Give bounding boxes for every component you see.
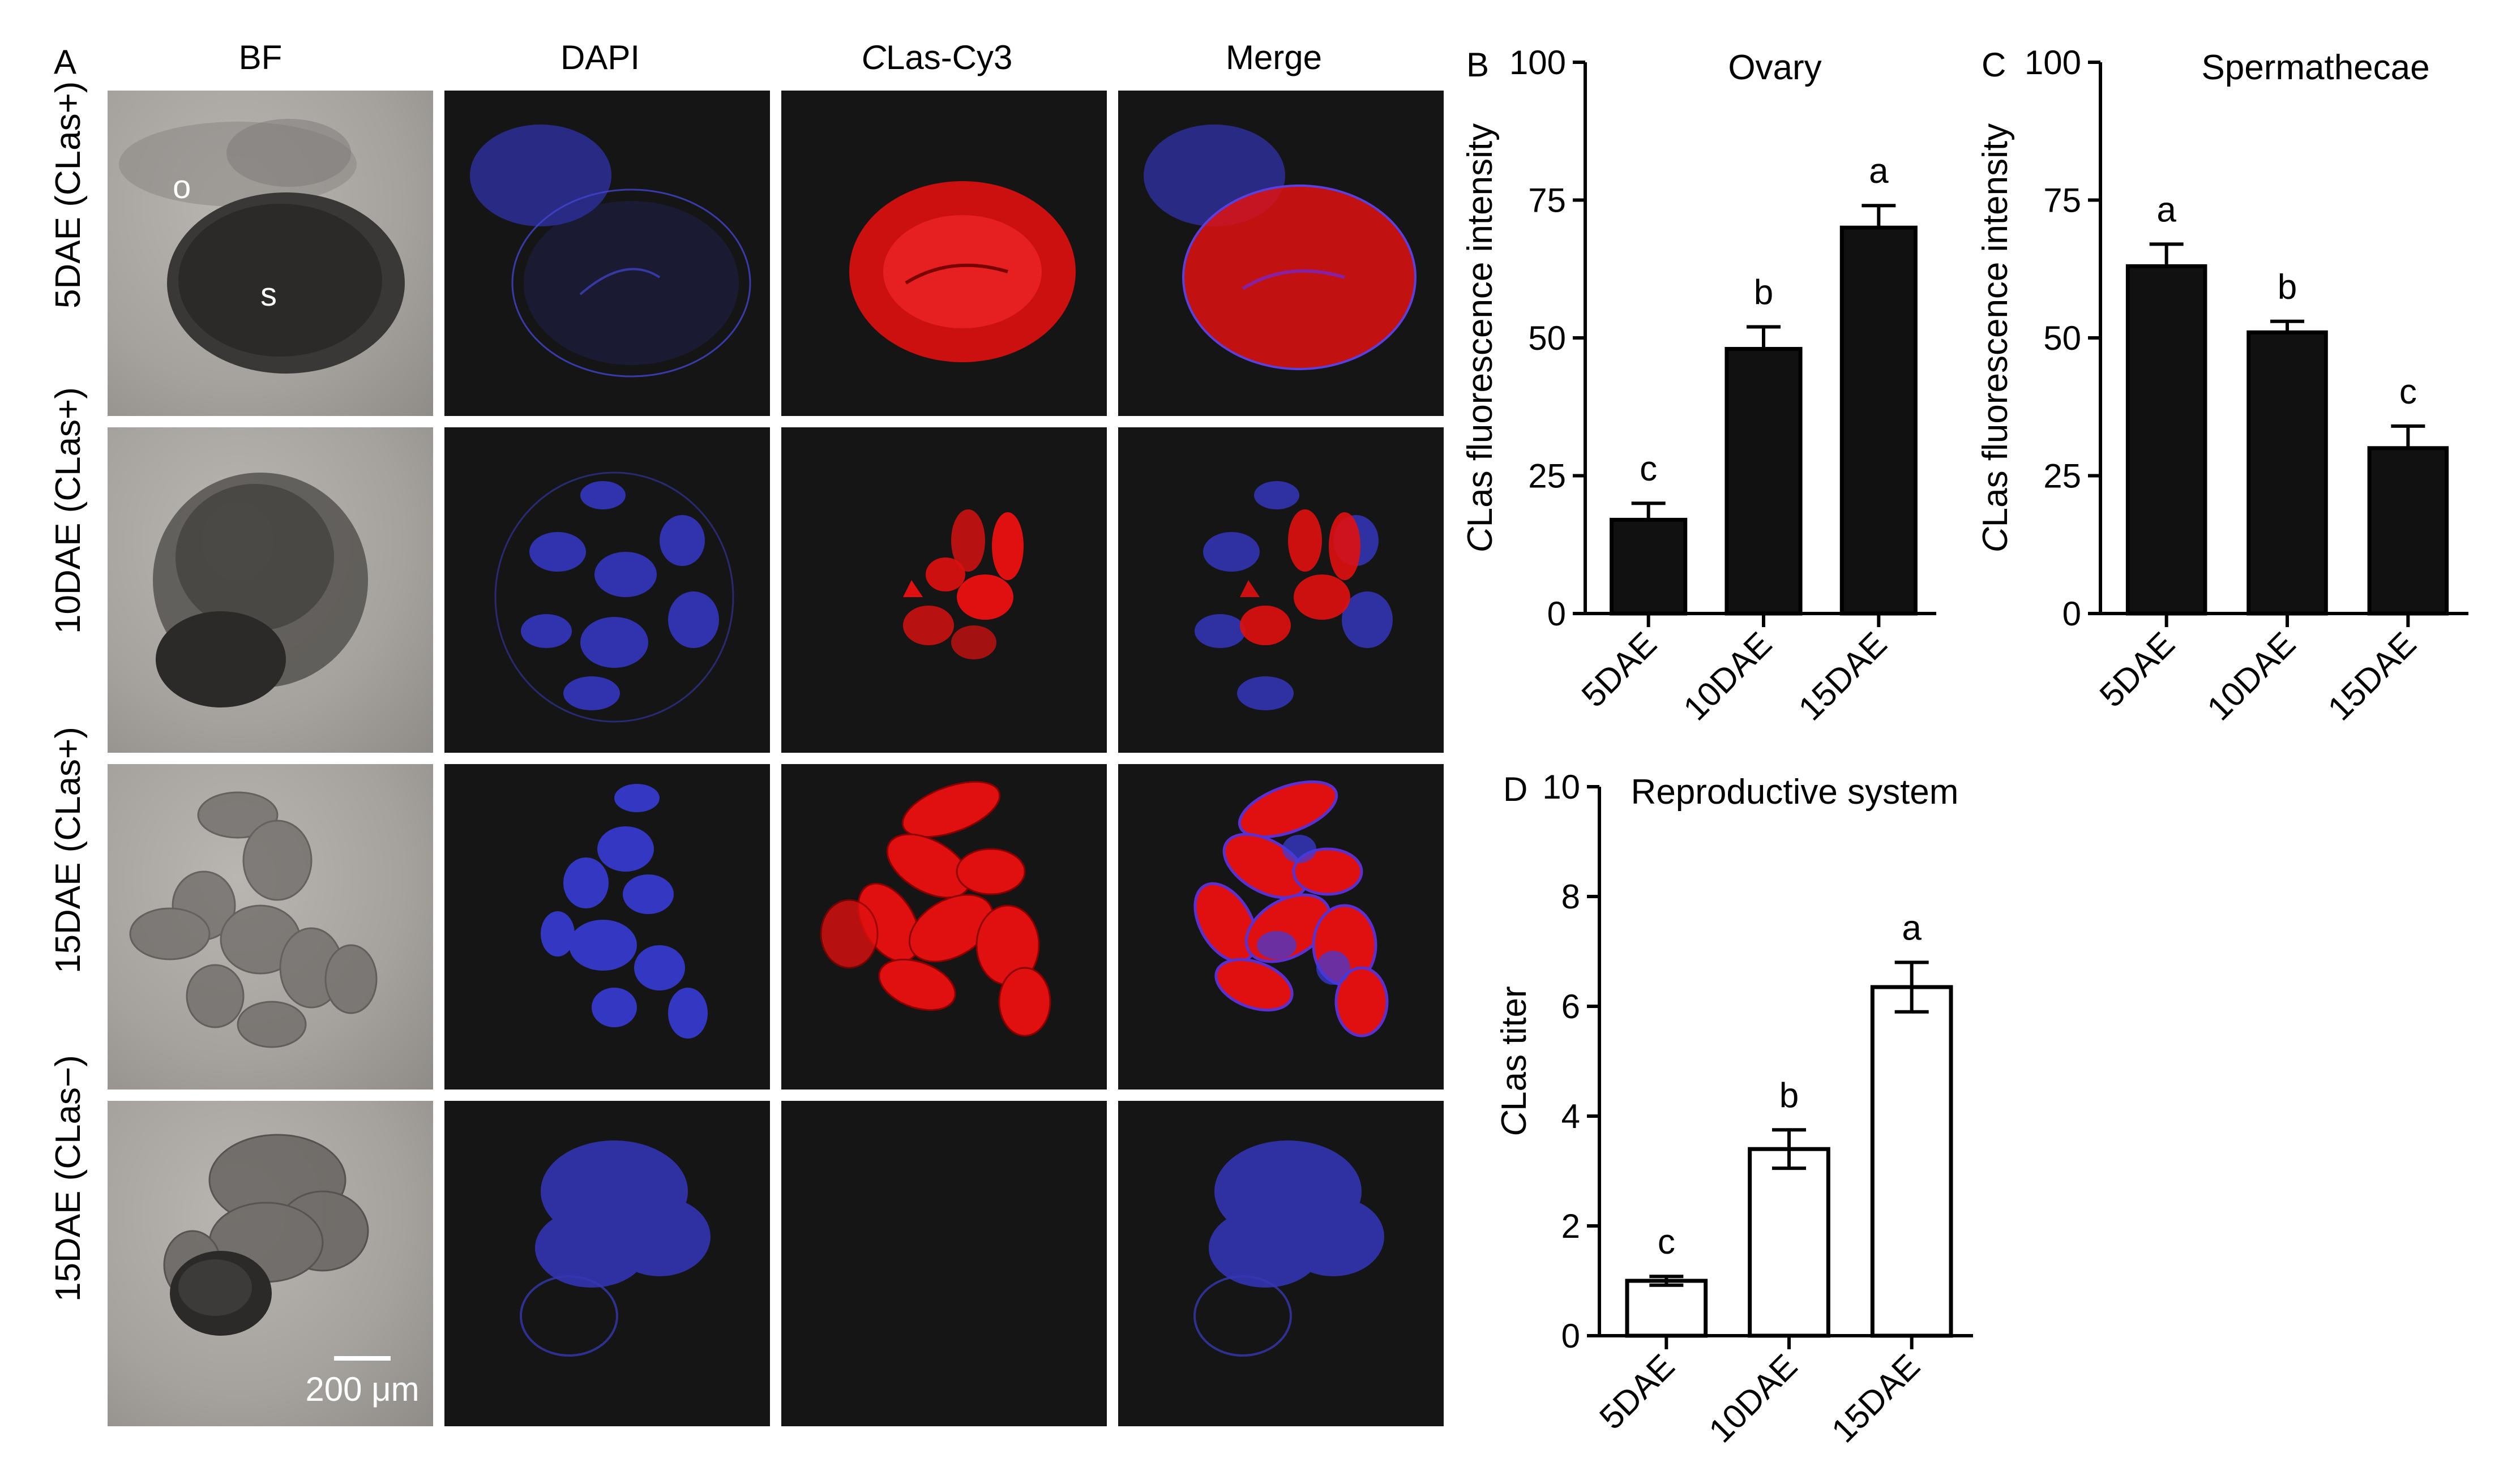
bar (2246, 330, 2328, 616)
column-header-bf: BF (238, 38, 283, 76)
chart-spermathecae: CLas fluorescence intensity Spermathecae 0… (1976, 44, 2468, 728)
significance-letter: a (1869, 152, 1889, 191)
row-label-5dae-clas-pos: 5DAE (CLas+) (49, 81, 88, 308)
y-tick-label: 0 (1561, 1317, 1580, 1355)
micrograph-cy3-15dae-neg (781, 1101, 1107, 1426)
micrograph-dapi-15dae-pos (444, 764, 770, 1090)
significance-letter: c (1658, 1223, 1675, 1262)
micrograph-merge-15dae-pos (1118, 764, 1444, 1090)
ovary-annotation: o (173, 169, 191, 205)
bar (1839, 225, 1918, 616)
bar (1748, 1147, 1830, 1338)
micrograph-cy3-10dae (781, 427, 1107, 753)
row-label-15dae-clas-neg: 15DAE (CLas−) (49, 1055, 88, 1302)
micrograph-merge-10dae (1118, 427, 1444, 753)
scale-bar-label: 200 μm (305, 1370, 419, 1408)
x-tick-label: 10DAE (1676, 625, 1779, 728)
panel-letter-d: D (1503, 770, 1528, 808)
row-label-15dae-clas-pos: 15DAE (CLas+) (49, 727, 88, 973)
micrograph-bf-10dae (108, 427, 433, 753)
micrograph-bf-5dae: o s (108, 91, 433, 416)
y-axis-label: CLas fluorescence intensity (1976, 123, 2015, 552)
bar (1725, 346, 1803, 616)
y-tick-label: 2 (1561, 1207, 1580, 1245)
y-tick-label: 75 (1528, 182, 1566, 220)
column-header-clas-cy3: CLas-Cy3 (861, 38, 1013, 76)
bar (1870, 985, 1953, 1338)
x-tick-label: 5DAE (2093, 625, 2182, 714)
significance-letter: c (2399, 372, 2417, 411)
y-tick-label: 4 (1561, 1097, 1580, 1135)
chart-ovary: CLas fluorescence intensity Ovary 0 25 50 75 1… (1461, 44, 1936, 728)
micrograph-dapi-15dae-neg (444, 1101, 770, 1426)
y-tick-label: 25 (1528, 457, 1566, 495)
chart-title: Ovary (1728, 48, 1821, 87)
panel-letter-c: C (1982, 46, 2006, 84)
y-tick-label: 0 (1547, 595, 1566, 633)
chart-title: Reproductive system (1631, 773, 1959, 812)
x-tick-label: 10DAE (1701, 1347, 1804, 1450)
chart-title: Spermathecae (2201, 48, 2429, 87)
bar (1610, 517, 1688, 616)
bar (2367, 446, 2449, 616)
significance-letter: b (1779, 1076, 1799, 1115)
significance-letter: b (2278, 268, 2297, 307)
y-tick-label: 6 (1561, 988, 1580, 1026)
x-tick-label: 5DAE (1574, 625, 1664, 714)
y-tick-label: 100 (2025, 44, 2081, 82)
bar (2125, 264, 2207, 616)
x-tick-label: 15DAE (1824, 1347, 1927, 1450)
y-tick-label: 50 (2043, 319, 2081, 357)
spermatheca-annotation: s (260, 276, 277, 313)
significance-letter: a (1902, 908, 1922, 947)
significance-letter: a (2156, 190, 2176, 229)
y-tick-label: 50 (1528, 319, 1566, 357)
micrograph-bf-15dae-neg: 200 μm (108, 1101, 433, 1426)
y-axis-label: CLas titer (1495, 986, 1534, 1136)
significance-letter: c (1640, 449, 1657, 488)
micrograph-bf-15dae-pos (108, 764, 433, 1090)
micrograph-cy3-5dae (781, 91, 1107, 416)
x-tick-label: 5DAE (1592, 1347, 1681, 1436)
y-tick-label: 10 (1542, 768, 1580, 806)
panel-letter-a: A (54, 43, 77, 81)
y-tick-label: 8 (1561, 878, 1580, 916)
column-header-merge: Merge (1225, 38, 1323, 76)
x-tick-label: 15DAE (1791, 625, 1894, 728)
micrograph-cy3-15dae-pos (781, 764, 1107, 1090)
significance-letter: b (1754, 273, 1773, 312)
y-tick-label: 75 (2043, 182, 2081, 220)
row-label-10dae-clas-pos: 10DAE (CLas+) (49, 387, 88, 634)
micrograph-merge-5dae (1118, 91, 1444, 416)
column-header-dapi: DAPI (560, 38, 640, 76)
chart-reproductive-system: CLas titer Reproductive system 0 2 4 6 8 10 c 5DA… (1495, 768, 1973, 1450)
panel-letter-b: B (1466, 46, 1490, 84)
micrograph-dapi-5dae (444, 91, 770, 416)
micrograph-merge-15dae-neg (1118, 1101, 1444, 1426)
x-tick-label: 10DAE (2200, 625, 2303, 728)
y-tick-label: 0 (2062, 595, 2081, 633)
y-tick-label: 100 (1509, 44, 1566, 82)
y-axis-label: CLas fluorescence intensity (1461, 123, 1500, 552)
micrograph-dapi-10dae (444, 427, 770, 753)
x-tick-label: 15DAE (2321, 625, 2424, 728)
y-tick-label: 25 (2043, 457, 2081, 495)
bar (1625, 1279, 1708, 1338)
